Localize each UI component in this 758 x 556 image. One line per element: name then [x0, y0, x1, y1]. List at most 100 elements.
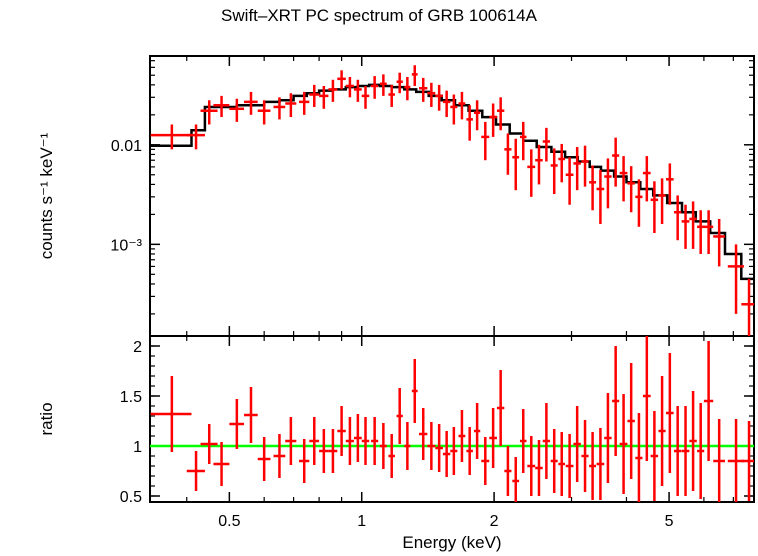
spectrum-point — [481, 121, 490, 161]
ratio-point — [689, 391, 697, 491]
spectrum-point — [404, 76, 411, 101]
ratio-point — [550, 429, 558, 493]
ratio-point — [581, 420, 589, 492]
ratio-point — [150, 376, 192, 452]
spectrum-point — [581, 145, 589, 187]
ratio-point — [565, 434, 574, 498]
x-tick-label: 1 — [357, 513, 366, 530]
spectrum-point — [361, 85, 370, 109]
spectrum-point — [388, 84, 395, 107]
spectrum-point — [244, 91, 258, 115]
ratio-point — [458, 410, 466, 462]
ratio-point — [285, 417, 297, 465]
spectrum-data-points — [150, 65, 754, 336]
spectrum-point — [458, 91, 466, 120]
spectrum-point — [542, 127, 550, 162]
ratio-point — [635, 413, 643, 502]
chart-title: Swift–XRT PC spectrum of GRB 100614A — [221, 6, 537, 25]
spectrum-point — [535, 144, 543, 185]
spectrum-point — [713, 218, 725, 267]
ratio-point — [244, 387, 258, 443]
ratio-point — [727, 419, 744, 502]
spectrum-point — [396, 72, 403, 94]
ratio-point — [298, 439, 310, 483]
spectrum-point — [527, 149, 536, 197]
ratio-point — [741, 421, 754, 501]
y-tick-label: 2 — [133, 339, 142, 356]
spectrum-point — [512, 138, 520, 191]
spectrum-point — [504, 133, 512, 175]
ratio-point — [658, 376, 666, 486]
spectrum-point — [697, 210, 705, 254]
ratio-point — [673, 406, 682, 496]
ratio-point — [504, 446, 512, 496]
ratio-point — [435, 424, 443, 472]
spectrum-point — [727, 244, 744, 314]
spectrum-point — [345, 76, 354, 98]
ratio-point — [411, 359, 418, 423]
spectrum-point — [703, 210, 714, 254]
y-tick-label: 1.5 — [120, 389, 142, 406]
ratio-point — [713, 419, 725, 502]
spectrum-y-ticks: 0.01 10⁻³ — [110, 60, 754, 315]
spectrum-point — [379, 74, 387, 96]
ratio-point — [542, 403, 550, 479]
ratio-point — [642, 336, 651, 461]
spectrum-point — [681, 204, 690, 249]
spectrum-point — [619, 156, 628, 202]
ratio-point — [427, 422, 436, 470]
spectrum-point — [489, 103, 497, 137]
ratio-point — [481, 437, 490, 485]
ratio-data-points — [150, 336, 754, 502]
spectrum-point — [596, 169, 605, 225]
ratio-plot-frame — [149, 335, 755, 503]
spectrum-point — [353, 79, 362, 102]
spectrum-point — [627, 166, 635, 213]
spectrum-point — [642, 156, 651, 202]
ratio-point — [345, 417, 354, 465]
ratio-point — [512, 457, 520, 502]
ratio-point — [473, 403, 481, 459]
ratio-point — [257, 437, 271, 481]
x-tick-label: 2 — [490, 513, 499, 530]
spectrum-point — [298, 91, 310, 115]
spectrum-point — [319, 85, 329, 109]
spectrum-point — [604, 158, 612, 209]
spectrum-point — [741, 278, 754, 336]
x-tick-label: 0.5 — [218, 513, 240, 530]
ratio-point — [558, 432, 566, 496]
spectrum-point — [411, 65, 418, 86]
ratio-point — [319, 429, 329, 473]
ratio-point — [213, 442, 230, 486]
ratio-y-ticks: 0.5 1 1.5 2 — [120, 339, 754, 506]
ratio-minor-ticks — [186, 336, 734, 502]
ratio-point — [466, 427, 473, 475]
y-tick-label: 10⁻³ — [110, 237, 142, 254]
ratio-point — [273, 434, 286, 478]
ratio-point — [489, 408, 497, 468]
x-tick-label: 5 — [665, 513, 674, 530]
y-axis-label-ratio: ratio — [37, 402, 56, 435]
spectrum-point — [558, 143, 566, 183]
spectrum-point — [550, 148, 558, 195]
ratio-point — [388, 434, 395, 478]
ratio-point — [450, 427, 458, 475]
spectrum-minor-ticks — [186, 56, 734, 336]
spectrum-point — [186, 124, 205, 150]
ratio-point — [371, 417, 379, 465]
ratio-point — [627, 363, 635, 479]
ratio-point — [612, 346, 620, 456]
ratio-point — [442, 431, 451, 477]
ratio-point — [200, 424, 218, 464]
ratio-point — [186, 451, 205, 491]
ratio-point — [337, 406, 346, 456]
ratio-point — [604, 393, 612, 483]
spectrum-point — [427, 82, 436, 107]
spectrum-point — [328, 79, 338, 102]
ratio-point — [379, 423, 387, 469]
spectrum-point — [650, 181, 659, 233]
ratio-point — [573, 406, 581, 482]
x-axis-label: Energy (keV) — [402, 533, 501, 552]
spectrum-point — [658, 178, 666, 225]
